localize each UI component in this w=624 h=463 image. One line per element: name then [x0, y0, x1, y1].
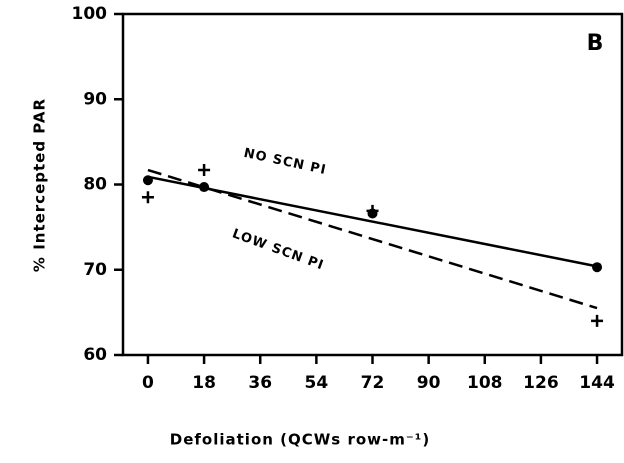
point	[592, 262, 603, 273]
x-tick-label: 18	[192, 373, 216, 393]
x-tick-label: 90	[417, 373, 441, 393]
x-axis-title: Defoliation (QCWs row-m⁻¹)	[170, 431, 430, 449]
x-tick-label: 108	[467, 373, 503, 393]
y-tick-label: 90	[83, 89, 107, 109]
point	[198, 164, 211, 177]
point	[141, 191, 154, 204]
x-tick-label: 0	[142, 373, 154, 393]
fit-line	[147, 175, 598, 268]
y-tick-label: 80	[83, 175, 107, 195]
y-tick-label: 100	[72, 4, 108, 24]
y-tick-label: 70	[83, 260, 107, 280]
x-tick-label: 72	[361, 373, 385, 393]
point	[591, 314, 604, 327]
y-axis-title: % Intercepted PAR	[31, 98, 49, 272]
fit-line	[147, 168, 598, 310]
x-tick-label: 54	[305, 373, 329, 393]
x-tick-label: 36	[248, 373, 272, 393]
x-tick-label: 126	[523, 373, 559, 393]
point	[366, 204, 379, 217]
series-label: NO SCN PI	[242, 146, 327, 178]
point	[142, 175, 153, 186]
point	[199, 182, 210, 193]
series-label: LOW SCN PI	[230, 226, 326, 273]
panel-label: B	[587, 31, 604, 56]
y-tick-label: 60	[83, 345, 107, 365]
x-tick-label: 144	[579, 373, 615, 393]
